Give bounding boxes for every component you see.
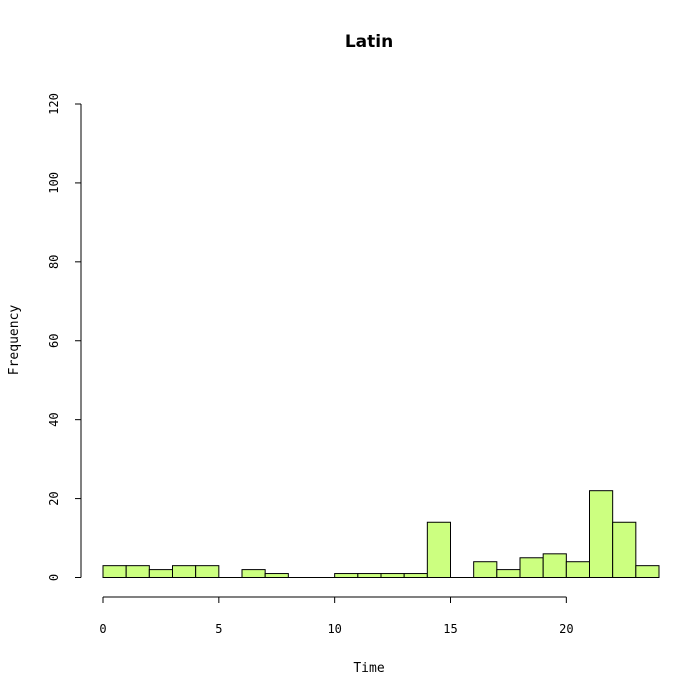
- y-tick-label: 100: [47, 172, 61, 194]
- y-tick-label: 80: [47, 255, 61, 269]
- histogram-bar: [334, 573, 359, 578]
- y-axis-label: Frequency: [7, 305, 22, 376]
- y-axis: 0 20 40 60 80 100 120: [47, 93, 82, 581]
- histogram-bar: [380, 573, 405, 578]
- histogram-bar: [264, 573, 289, 578]
- histogram-bar: [612, 521, 637, 579]
- histogram-bar: [426, 521, 452, 579]
- histogram-bar: [102, 565, 127, 578]
- x-tick-label: 20: [559, 622, 573, 636]
- histogram-bar: [148, 569, 173, 579]
- x-tick-label: 5: [215, 622, 222, 636]
- histogram-bar: [565, 561, 590, 579]
- histogram-bar: [357, 573, 382, 578]
- histogram-bar: [403, 573, 428, 578]
- x-axis-label: Time: [353, 661, 384, 676]
- y-tick-label: 60: [47, 334, 61, 348]
- y-tick-label: 40: [47, 412, 61, 426]
- x-tick-label: 15: [443, 622, 457, 636]
- x-ticks: 0 5 10 15 20: [99, 597, 574, 636]
- histogram-bar: [542, 553, 567, 579]
- y-ticks: 0 20 40 60 80 100 120: [47, 93, 81, 581]
- histogram-bar: [589, 490, 614, 579]
- y-tick-label: 20: [47, 491, 61, 505]
- y-tick-label: 0: [47, 574, 61, 581]
- x-tick-label: 10: [327, 622, 341, 636]
- histogram-bar: [519, 557, 544, 578]
- histogram-bar: [496, 569, 521, 579]
- x-tick-label: 0: [99, 622, 106, 636]
- bars: [102, 490, 660, 579]
- chart-title: Latin: [345, 32, 393, 52]
- histogram-bar: [635, 565, 660, 578]
- histogram-bar: [195, 565, 220, 578]
- x-axis: 0 5 10 15 20: [99, 596, 574, 636]
- histogram-bar: [172, 565, 197, 578]
- y-tick-label: 120: [47, 93, 61, 115]
- histogram-bar: [473, 561, 498, 579]
- histogram-bar: [241, 569, 266, 579]
- histogram-bar: [125, 565, 150, 578]
